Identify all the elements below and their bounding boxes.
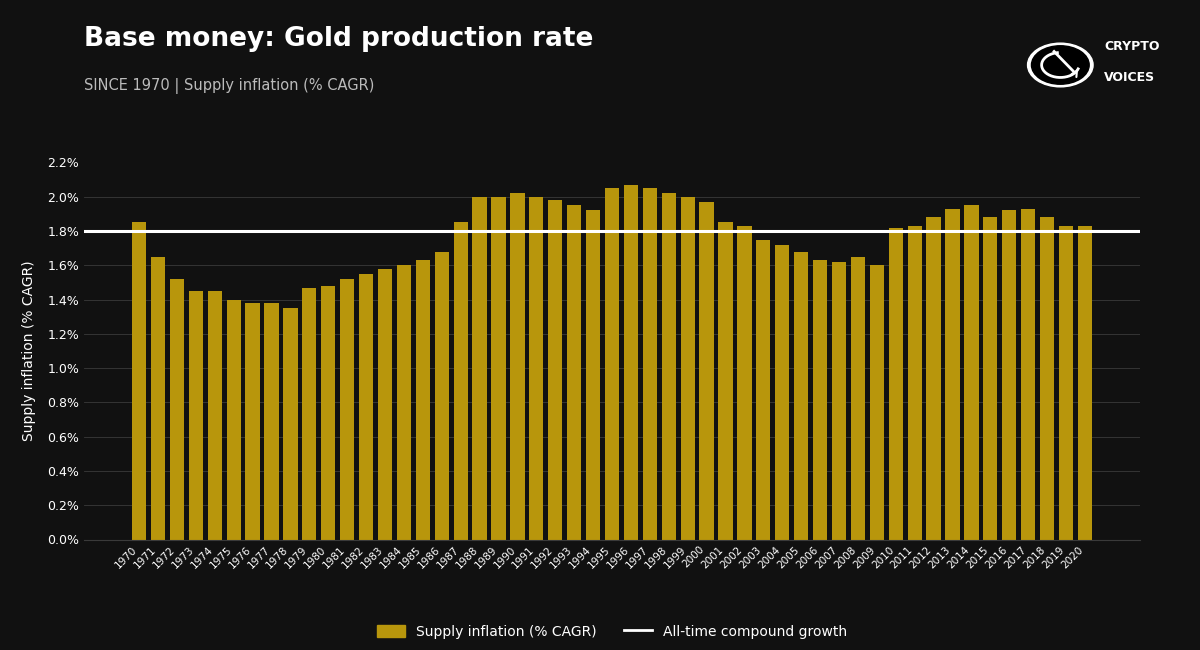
Bar [510, 193, 524, 539]
Legend: Supply inflation (% CAGR), All-time compound growth: Supply inflation (% CAGR), All-time comp… [370, 618, 854, 645]
Text: Base money: Gold production rate: Base money: Gold production rate [84, 26, 593, 52]
Bar [756, 240, 770, 540]
Bar [188, 291, 203, 540]
Bar [132, 222, 146, 540]
Bar [946, 209, 960, 539]
Bar [492, 197, 505, 540]
Bar [397, 265, 412, 540]
Bar [568, 205, 581, 540]
Bar [624, 185, 638, 540]
Bar [283, 308, 298, 540]
Circle shape [1027, 43, 1093, 87]
Bar [246, 303, 259, 540]
Bar [832, 262, 846, 540]
Bar [434, 252, 449, 540]
Text: CRYPTO: CRYPTO [1104, 40, 1159, 53]
Bar [586, 211, 600, 540]
Bar [473, 197, 487, 540]
Bar [983, 217, 997, 540]
Bar [889, 227, 902, 540]
Bar [680, 197, 695, 540]
Bar [1021, 209, 1036, 539]
Bar [794, 252, 809, 540]
Bar [415, 260, 430, 540]
Bar [812, 260, 827, 540]
Bar [170, 279, 184, 540]
Bar [775, 245, 790, 540]
Text: SINCE 1970 | Supply inflation (% CAGR): SINCE 1970 | Supply inflation (% CAGR) [84, 78, 374, 94]
Bar [605, 188, 619, 540]
Bar [302, 287, 317, 540]
Bar [926, 217, 941, 540]
Bar [661, 193, 676, 539]
Bar [359, 274, 373, 540]
Bar [227, 300, 241, 540]
Bar [322, 286, 335, 540]
Bar [151, 257, 166, 540]
Y-axis label: Supply inflation (% CAGR): Supply inflation (% CAGR) [22, 261, 36, 441]
Bar [870, 265, 884, 540]
Bar [1040, 217, 1054, 540]
Bar [1078, 226, 1092, 540]
Bar [548, 200, 563, 540]
Bar [643, 188, 656, 540]
Bar [719, 222, 732, 540]
Bar [700, 202, 714, 540]
Bar [907, 226, 922, 540]
Bar [208, 291, 222, 540]
Bar [1058, 226, 1073, 540]
Bar [454, 222, 468, 540]
Bar [851, 257, 865, 540]
Text: VOICES: VOICES [1104, 71, 1156, 84]
Bar [378, 268, 392, 540]
Bar [1002, 211, 1016, 540]
Circle shape [1032, 46, 1090, 84]
Bar [529, 197, 544, 540]
Bar [737, 226, 751, 540]
Bar [965, 205, 978, 540]
Bar [264, 303, 278, 540]
Bar [340, 279, 354, 540]
